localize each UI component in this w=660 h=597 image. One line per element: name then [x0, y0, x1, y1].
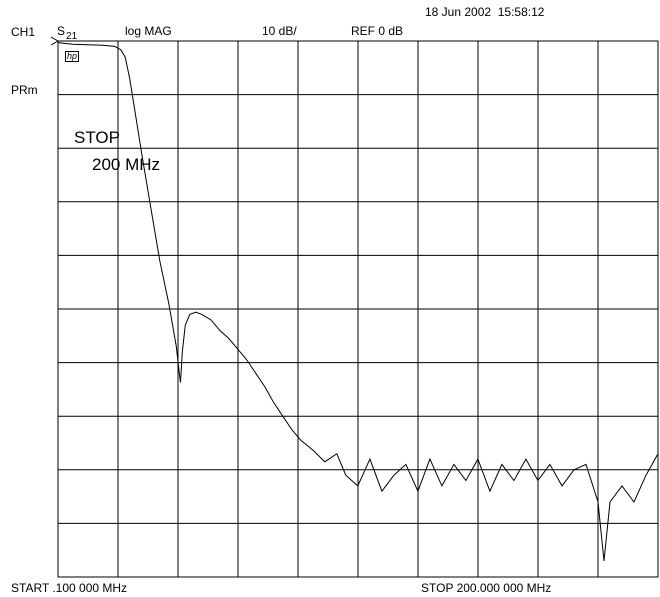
s21-trace — [57, 42, 659, 561]
start-frequency: START .100 000 MHz — [11, 581, 128, 595]
stop-frequency: STOP 200.000 000 MHz — [421, 581, 552, 595]
date-text: 18 Jun 2002 — [425, 5, 492, 19]
parameter-main: S — [57, 24, 66, 38]
timestamp: 18 Jun 2002 15:58:12 — [425, 6, 544, 18]
stop-annotation-title: STOP — [74, 128, 120, 147]
graticule — [57, 40, 659, 578]
reference-marker — [50, 36, 60, 46]
parameter-sub: 21 — [66, 31, 78, 42]
stop-annotation-value: 200 MHz — [92, 155, 161, 174]
hp-logo: hp — [65, 51, 80, 62]
parameter-label: S21 — [57, 24, 77, 42]
mode-label: PRm — [11, 83, 38, 97]
format-label: log MAG — [125, 24, 172, 38]
channel-label: CH1 — [11, 25, 36, 39]
reference-label: REF 0 dB — [351, 24, 404, 38]
scale-label: 10 dB/ — [262, 24, 297, 38]
time-text: 15:58:12 — [497, 5, 545, 19]
